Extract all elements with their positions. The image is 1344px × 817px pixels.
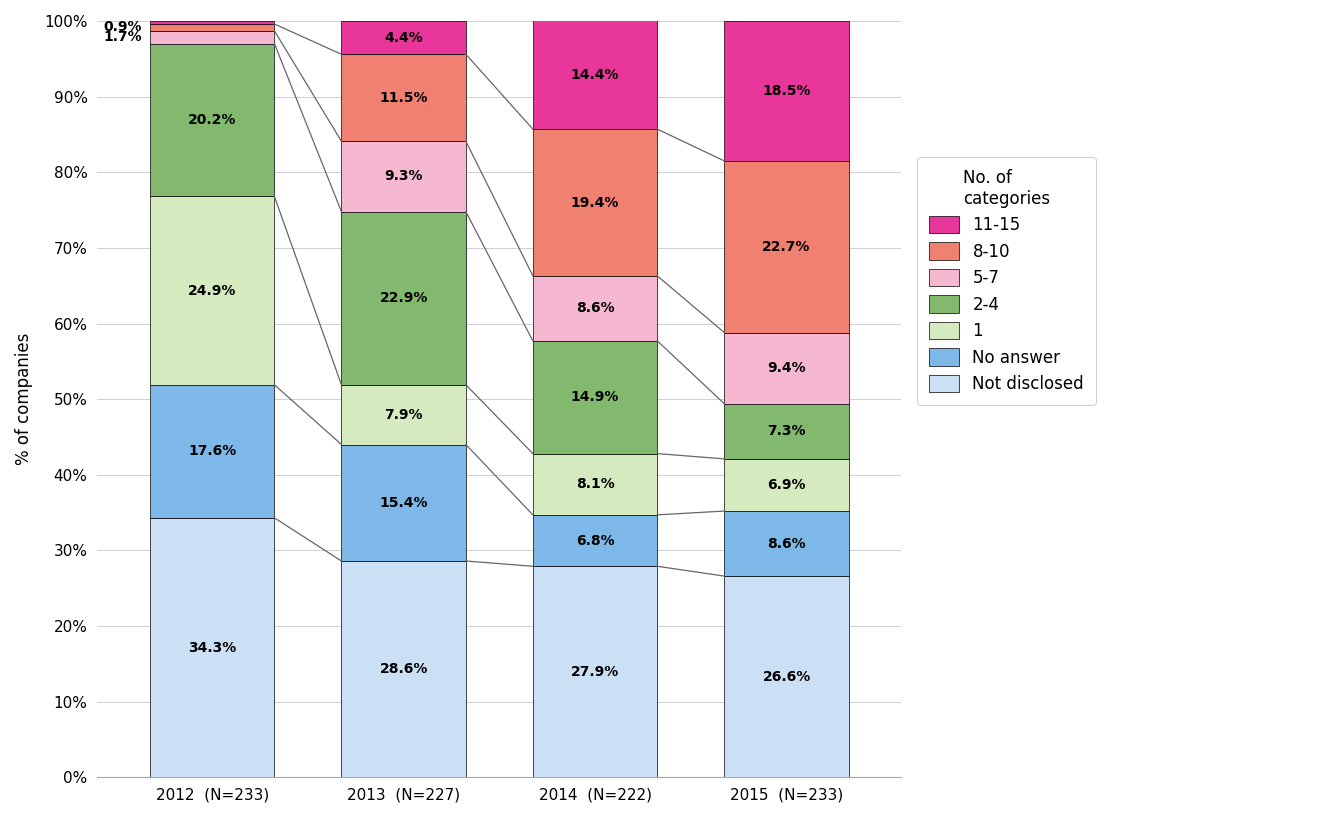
Legend: 11-15, 8-10, 5-7, 2-4, 1, No answer, Not disclosed: 11-15, 8-10, 5-7, 2-4, 1, No answer, Not… [918, 157, 1095, 404]
Text: 4.4%: 4.4% [384, 31, 423, 45]
Text: 28.6%: 28.6% [379, 662, 427, 676]
Bar [341, 54, 466, 141]
Bar [724, 576, 849, 777]
Bar [532, 20, 657, 129]
Bar [532, 515, 657, 566]
Bar [532, 276, 657, 341]
Text: 8.1%: 8.1% [575, 477, 614, 491]
Bar [151, 31, 274, 43]
Bar [532, 341, 657, 453]
Text: 7.3%: 7.3% [767, 424, 806, 438]
Text: 26.6%: 26.6% [762, 670, 810, 684]
Text: 11.5%: 11.5% [379, 91, 427, 105]
Text: 8.6%: 8.6% [767, 537, 806, 551]
Bar [341, 21, 466, 54]
Text: 22.9%: 22.9% [379, 291, 427, 306]
Bar [151, 518, 274, 777]
Text: 6.8%: 6.8% [575, 534, 614, 547]
Text: 7.9%: 7.9% [384, 408, 423, 422]
Bar [341, 385, 466, 444]
Bar [151, 43, 274, 196]
Bar [341, 212, 466, 385]
Text: 19.4%: 19.4% [571, 195, 620, 209]
Bar [151, 24, 274, 31]
Bar [724, 333, 849, 404]
Bar [532, 453, 657, 515]
Bar [151, 196, 274, 385]
Text: 24.9%: 24.9% [188, 283, 237, 297]
Bar [341, 141, 466, 212]
Bar [341, 561, 466, 777]
Bar [532, 129, 657, 276]
Text: 17.6%: 17.6% [188, 444, 237, 458]
Text: 27.9%: 27.9% [571, 665, 620, 679]
Bar [341, 444, 466, 561]
Text: 0.9%: 0.9% [103, 20, 142, 34]
Y-axis label: % of companies: % of companies [15, 333, 34, 466]
Text: 8.6%: 8.6% [575, 301, 614, 315]
Bar [724, 511, 849, 576]
Text: 22.7%: 22.7% [762, 239, 810, 254]
Text: 1.7%: 1.7% [103, 30, 142, 44]
Bar [724, 21, 849, 161]
Bar [724, 161, 849, 333]
Bar [151, 21, 274, 24]
Text: 9.4%: 9.4% [767, 361, 806, 375]
Bar [532, 566, 657, 777]
Text: 34.3%: 34.3% [188, 641, 237, 654]
Text: 14.4%: 14.4% [571, 68, 620, 82]
Text: 20.2%: 20.2% [188, 113, 237, 127]
Bar [151, 385, 274, 518]
Bar [724, 404, 849, 459]
Text: 15.4%: 15.4% [379, 496, 427, 510]
Text: 9.3%: 9.3% [384, 169, 423, 183]
Bar [724, 459, 849, 511]
Text: 14.9%: 14.9% [571, 391, 620, 404]
Text: 18.5%: 18.5% [762, 84, 810, 98]
Text: 6.9%: 6.9% [767, 478, 806, 492]
